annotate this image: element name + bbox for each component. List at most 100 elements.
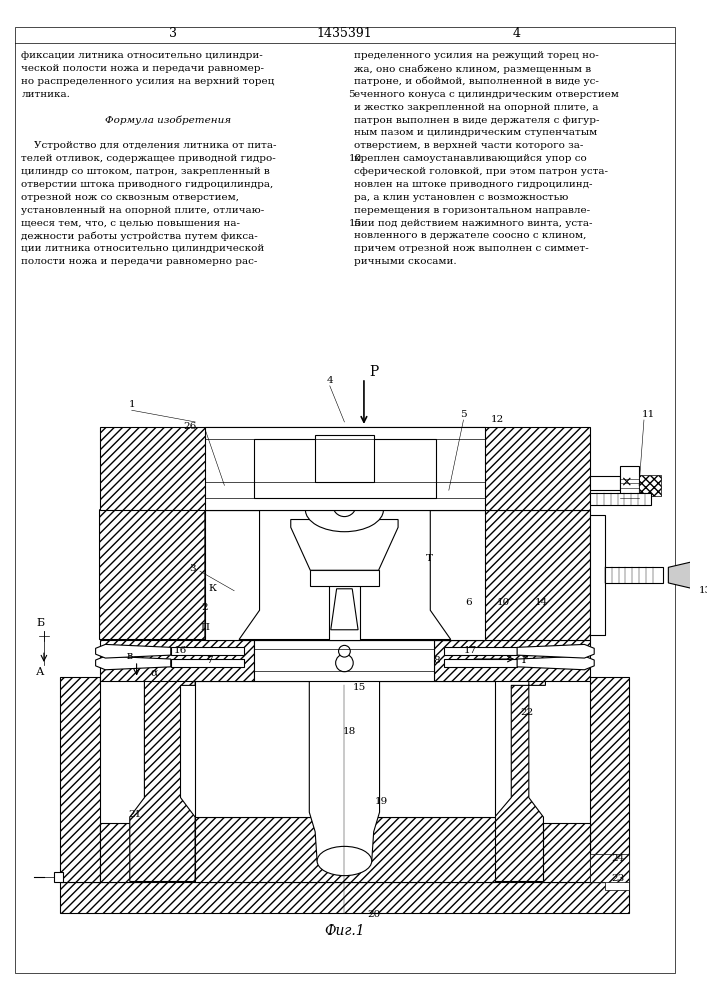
Circle shape [339, 645, 350, 657]
Text: щееся тем, что, с целью повышения на-: щееся тем, что, с целью повышения на- [21, 219, 240, 228]
Text: цилиндр со штоком, патрон, закрепленный в: цилиндр со штоком, патрон, закрепленный … [21, 167, 270, 176]
Text: 19: 19 [375, 797, 388, 806]
Text: 4: 4 [327, 376, 333, 385]
Text: жа, оно снабжено клином, размещенным в: жа, оно снабжено клином, размещенным в [354, 64, 591, 74]
Text: сферической головкой, при этом патрон уста-: сферической головкой, при этом патрон ус… [354, 167, 608, 176]
Circle shape [336, 654, 354, 672]
Polygon shape [95, 644, 171, 658]
Text: 16: 16 [174, 646, 187, 655]
Bar [444, 659, 517, 667]
Text: ра, а клин установлен с возможностью: ра, а клин установлен с возможностью [354, 193, 568, 202]
Polygon shape [517, 656, 594, 670]
Text: 13: 13 [699, 586, 707, 595]
Bar [639, 475, 660, 496]
Text: 4: 4 [513, 27, 521, 40]
Text: 20: 20 [367, 910, 380, 919]
Bar [61, 677, 100, 882]
Text: 1: 1 [129, 400, 135, 409]
Text: отрезной нож со сквозным отверстием,: отрезной нож со сквозным отверстием, [21, 193, 240, 202]
Text: причем отрезной нож выполнен с симмет-: причем отрезной нож выполнен с симмет- [354, 244, 589, 253]
Text: 2: 2 [201, 603, 208, 612]
Text: 26: 26 [184, 422, 197, 431]
Text: 23: 23 [611, 874, 624, 883]
Bar [605, 567, 663, 583]
Text: 15: 15 [352, 683, 366, 692]
Polygon shape [309, 681, 380, 861]
Text: отверстии штока приводного гидроцилиндра,: отверстии штока приводного гидроцилиндра… [21, 180, 274, 189]
Polygon shape [205, 510, 254, 640]
Polygon shape [495, 681, 545, 882]
Bar [254, 439, 436, 498]
Bar [619, 466, 639, 500]
Text: новлен на штоке приводного гидроцилинд-: новлен на штоке приводного гидроцилинд- [354, 180, 592, 189]
Text: установленный на опорной плите, отличаю-: установленный на опорной плите, отличаю- [21, 206, 264, 215]
Polygon shape [434, 640, 590, 681]
Text: 1435391: 1435391 [317, 27, 373, 40]
Text: ричными скосами.: ричными скосами. [354, 257, 457, 266]
Bar [100, 823, 146, 882]
Text: и жестко закрепленной на опорной плите, а: и жестко закрепленной на опорной плите, … [354, 103, 599, 112]
Text: дежности работы устройства путем фикса-: дежности работы устройства путем фикса- [21, 231, 258, 241]
Bar [254, 640, 434, 681]
Text: 7: 7 [206, 656, 213, 665]
Text: патроне, и обоймой, выполненной в виде ус-: патроне, и обоймой, выполненной в виде у… [354, 77, 599, 86]
Text: полости ножа и передачи равномерно рас-: полости ножа и передачи равномерно рас- [21, 257, 258, 266]
Bar [590, 515, 605, 635]
Bar [205, 427, 485, 510]
Bar [171, 647, 244, 655]
Text: нии под действием нажимного винта, уста-: нии под действием нажимного винта, уста- [354, 219, 592, 228]
Text: 5: 5 [460, 410, 467, 419]
Text: ×: × [619, 475, 631, 489]
Bar [195, 817, 495, 882]
Text: 5: 5 [349, 90, 355, 99]
Polygon shape [434, 510, 485, 640]
Polygon shape [130, 681, 195, 882]
Text: перемещения в горизонтальном направле-: перемещения в горизонтальном направле- [354, 206, 590, 215]
Bar [61, 882, 629, 913]
Text: Т: Т [426, 554, 433, 563]
Text: Б: Б [36, 618, 44, 628]
Text: патрон выполнен в виде держателя с фигур-: патрон выполнен в виде держателя с фигур… [354, 116, 600, 125]
Text: но распределенного усилия на верхний торец: но распределенного усилия на верхний тор… [21, 77, 275, 86]
Text: пределенного усилия на режущий торец но-: пределенного усилия на режущий торец но- [354, 51, 599, 60]
Ellipse shape [317, 846, 372, 876]
Polygon shape [291, 520, 398, 570]
Text: еченного конуса с цилиндрическим отверстием: еченного конуса с цилиндрическим отверст… [354, 90, 619, 99]
Text: 24: 24 [611, 854, 624, 863]
Text: Фиг.1: Фиг.1 [324, 924, 365, 938]
Text: телей отливок, содержащее приводной гидро-: телей отливок, содержащее приводной гидр… [21, 154, 276, 163]
Bar [310, 570, 378, 586]
Ellipse shape [305, 488, 383, 532]
Bar [590, 493, 651, 505]
Text: новленного в держателе соосно с клином,: новленного в держателе соосно с клином, [354, 231, 587, 240]
Bar [205, 510, 485, 640]
Text: 3: 3 [169, 27, 177, 40]
Polygon shape [95, 656, 171, 670]
Bar [605, 861, 629, 890]
Text: ческой полости ножа и передачи равномер-: ческой полости ножа и передачи равномер- [21, 64, 264, 73]
Circle shape [333, 493, 356, 517]
Text: отверстием, в верхней части которого за-: отверстием, в верхней части которого за- [354, 141, 583, 150]
Text: 22: 22 [520, 708, 534, 717]
Text: 17: 17 [464, 646, 477, 655]
Text: 12: 12 [491, 415, 504, 424]
Text: Р: Р [369, 365, 378, 379]
Bar [195, 681, 495, 817]
Text: 15: 15 [349, 219, 361, 228]
Text: α: α [151, 668, 158, 678]
Polygon shape [331, 589, 358, 630]
Polygon shape [668, 560, 707, 590]
Text: 6: 6 [465, 598, 472, 607]
Bar [329, 581, 360, 640]
Text: 14: 14 [535, 598, 548, 607]
Text: креплен самоустанавливающийся упор со: креплен самоустанавливающийся упор со [354, 154, 587, 163]
Bar [590, 677, 629, 882]
Text: Формула изобретения: Формула изобретения [105, 116, 231, 125]
Text: К: К [209, 584, 217, 593]
Text: 8: 8 [433, 656, 440, 665]
Polygon shape [100, 427, 590, 510]
Text: фиксации литника относительно цилиндри-: фиксации литника относительно цилиндри- [21, 51, 263, 60]
Text: 21: 21 [128, 810, 141, 819]
Bar [590, 854, 629, 882]
Text: 11: 11 [642, 410, 655, 419]
